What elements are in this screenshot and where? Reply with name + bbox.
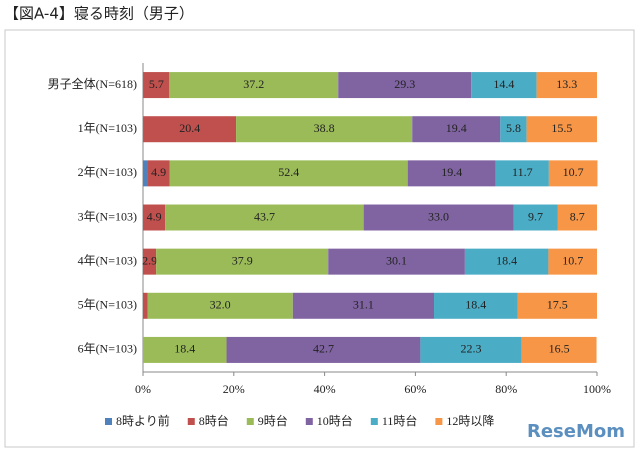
bar-segment [363, 204, 514, 231]
data-label: 19.4 [441, 165, 462, 179]
bar-segment [420, 336, 522, 363]
data-label: 37.9 [232, 253, 253, 267]
bar-segment [513, 204, 558, 231]
data-label: 15.5 [551, 121, 572, 135]
y-tick-label: 男子全体(N=618) [48, 76, 137, 91]
bar-segment [464, 248, 549, 275]
bar-segment [143, 72, 170, 99]
bar-segment [165, 204, 364, 231]
y-tick-label: 2年(N=103) [78, 165, 137, 179]
chart-frame [4, 29, 635, 448]
bar-segment [536, 72, 597, 99]
legend-label: 10時台 [317, 413, 353, 428]
data-label: 18.4 [465, 298, 486, 312]
legend-swatch [305, 418, 313, 425]
bar-segment [548, 160, 598, 187]
legend-swatch [435, 418, 443, 425]
legend-swatch [246, 418, 254, 425]
y-tick-label: 4年(N=103) [78, 253, 137, 267]
bar-segment [412, 116, 501, 143]
bar-segment [143, 336, 227, 363]
watermark: ReseMom [527, 421, 625, 442]
x-tick-label: 40% [314, 382, 336, 396]
bar-segment [143, 160, 148, 187]
bar-segment [557, 204, 597, 231]
y-tick-label: 1年(N=103) [78, 121, 137, 135]
data-label: 22.3 [461, 342, 482, 356]
bar-segment [169, 160, 408, 187]
legend-swatch [370, 418, 378, 425]
bar-segment [471, 72, 537, 99]
data-label: 33.0 [428, 209, 449, 223]
data-label: 52.4 [278, 165, 299, 179]
data-label: 13.3 [556, 77, 577, 91]
data-label: 10.7 [562, 253, 583, 267]
x-tick-label: 80% [495, 382, 517, 396]
bar-segment [495, 160, 549, 187]
bar-segment [338, 72, 472, 99]
bar-segment [143, 248, 157, 275]
legend-label: 12時以降 [446, 414, 494, 428]
bar-segment [500, 116, 527, 143]
bar-segment [526, 116, 597, 143]
data-label: 4.9 [147, 209, 162, 223]
bar-segment [169, 72, 339, 99]
bar-segment [328, 248, 465, 275]
legend-label: 8時より前 [116, 413, 170, 428]
bar-segment [548, 248, 597, 275]
bar-segment [226, 336, 421, 363]
data-label: 4.9 [151, 165, 166, 179]
data-label: 19.4 [446, 121, 467, 135]
legend-label: 11時台 [382, 413, 418, 428]
data-label: 10.7 [563, 165, 584, 179]
data-label: 16.5 [549, 342, 570, 356]
y-tick-label: 3年(N=103) [78, 209, 137, 223]
data-label: 17.5 [547, 298, 568, 312]
data-label: 14.4 [493, 77, 514, 91]
x-tick-label: 100% [583, 382, 611, 396]
bar-segment [147, 292, 293, 319]
data-label: 42.7 [313, 342, 334, 356]
legend-swatch [187, 418, 195, 425]
legend-label: 8時台 [199, 413, 229, 428]
bar-segment [143, 292, 148, 319]
bar-segment [236, 116, 413, 143]
bar-segment [143, 204, 166, 231]
x-tick-label: 0% [135, 382, 151, 396]
data-label: 37.2 [243, 77, 264, 91]
bar-segment [292, 292, 435, 319]
data-label: 20.4 [179, 121, 200, 135]
data-label: 30.1 [386, 253, 407, 267]
chart-title: 【図A-4】寝る時刻（男子） [4, 5, 194, 23]
data-label: 32.0 [210, 298, 231, 312]
bar-segment [434, 292, 518, 319]
x-tick-label: 60% [404, 382, 426, 396]
data-label: 38.8 [314, 121, 335, 135]
bar-segment [143, 116, 237, 143]
data-label: 43.7 [254, 209, 275, 223]
bar-segment [521, 336, 597, 363]
bar-segment [517, 292, 597, 319]
data-label: 2.9 [142, 253, 157, 267]
data-label: 5.8 [506, 121, 521, 135]
legend-swatch [105, 418, 112, 425]
data-label: 11.7 [512, 165, 533, 179]
data-label: 18.4 [174, 342, 195, 356]
data-label: 9.7 [528, 209, 543, 223]
bar-segment [147, 160, 170, 187]
data-label: 29.3 [394, 77, 415, 91]
y-tick-label: 6年(N=103) [78, 342, 137, 356]
data-label: 31.1 [353, 298, 374, 312]
x-tick-label: 20% [223, 382, 245, 396]
bar-segment [156, 248, 329, 275]
data-label: 8.7 [570, 209, 585, 223]
legend-label: 9時台 [258, 413, 288, 428]
data-label: 5.7 [149, 77, 164, 91]
bar-segment [407, 160, 496, 187]
y-tick-label: 5年(N=103) [78, 298, 137, 312]
data-label: 18.4 [496, 253, 517, 267]
